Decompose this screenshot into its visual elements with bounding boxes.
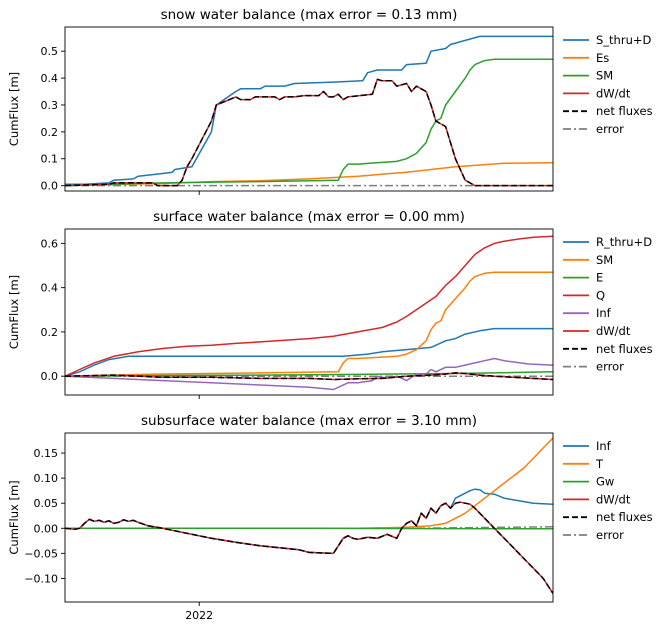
legend-label: dW/dt	[596, 324, 631, 338]
series-line-net-fluxes	[65, 372, 553, 381]
legend-label: E	[596, 271, 603, 285]
panel-1: snow water balance (max error = 0.13 mm)…	[7, 7, 653, 195]
legend: S_thru+D Es SM dW/dt net fluxes error	[563, 33, 653, 136]
legend-label: Q	[596, 288, 605, 302]
y-tick-label: 0.3	[41, 99, 59, 112]
series-line-net-fluxes	[65, 78, 553, 187]
series-line-r-thru-d	[65, 327, 553, 377]
panel-3: subsurface water balance (max error = 3.…	[7, 413, 653, 622]
panel-2: surface water balance (max error = 0.00 …	[7, 209, 653, 399]
legend-label: SM	[596, 253, 613, 267]
legend-label: Es	[596, 51, 609, 65]
legend-label: error	[596, 122, 624, 136]
y-tick-label: 0.5	[41, 45, 59, 58]
legend-label: Inf	[596, 306, 612, 320]
series-line-gw	[65, 527, 553, 530]
series-line-sm	[65, 271, 553, 377]
plot-frame	[64, 432, 554, 603]
series-line-t	[65, 437, 553, 530]
series-line-e	[65, 371, 553, 377]
legend-label: R_thru+D	[596, 235, 652, 249]
y-tick-label: 0.4	[41, 72, 59, 85]
series-line-net-fluxes	[65, 501, 553, 594]
y-tick-label: 0.1	[41, 153, 59, 166]
legend-label: error	[596, 360, 624, 374]
series-line-inf	[65, 488, 553, 555]
series-line-s-thru-d	[65, 35, 553, 186]
y-tick-label: 0.2	[41, 326, 59, 339]
legend-label: Gw	[596, 475, 614, 489]
series-line-q	[65, 235, 553, 377]
legend-label: dW/dt	[596, 492, 631, 506]
legend-label: dW/dt	[596, 86, 631, 100]
y-tick-label: 0.4	[41, 282, 59, 295]
y-tick-label: 0.05	[34, 497, 59, 510]
y-tick-label: 0.00	[34, 522, 59, 535]
series-line-dw-dt	[65, 501, 553, 594]
legend-label: Inf	[596, 439, 612, 453]
panel-title: subsurface water balance (max error = 3.…	[141, 413, 477, 429]
plot-frame	[64, 228, 554, 396]
y-tick-label: 0.0	[41, 180, 59, 193]
plot-frame	[64, 26, 554, 192]
legend-label: T	[595, 457, 604, 471]
legend-label: net fluxes	[596, 342, 653, 356]
y-tick-label: −0.10	[24, 572, 58, 585]
legend-label: error	[596, 528, 624, 542]
x-tick-label: 2022	[185, 609, 213, 622]
y-tick-label: −0.05	[24, 547, 58, 560]
panel-title: snow water balance (max error = 0.13 mm)	[161, 7, 458, 23]
y-tick-label: 0.2	[41, 126, 59, 139]
y-axis-label: CumFlux [m]	[7, 480, 21, 554]
panel-title: surface water balance (max error = 0.00 …	[153, 209, 465, 225]
y-tick-label: 0.0	[41, 370, 59, 383]
series-line-sm	[65, 58, 553, 187]
y-axis-label: CumFlux [m]	[7, 275, 21, 349]
y-tick-label: 0.6	[41, 237, 59, 250]
legend-label: net fluxes	[596, 510, 653, 524]
legend-label: S_thru+D	[596, 33, 651, 47]
series-line-inf	[65, 357, 553, 391]
y-tick-label: 0.10	[34, 472, 59, 485]
legend-label: net fluxes	[596, 104, 653, 118]
legend: R_thru+D SM EQ Inf dW/dt net fluxes error	[563, 235, 653, 374]
legend: Inf T Gw dW/dt net fluxes error	[563, 439, 653, 542]
y-axis-label: CumFlux [m]	[7, 72, 21, 146]
y-tick-label: 0.15	[34, 447, 59, 460]
legend-label: SM	[596, 69, 613, 83]
